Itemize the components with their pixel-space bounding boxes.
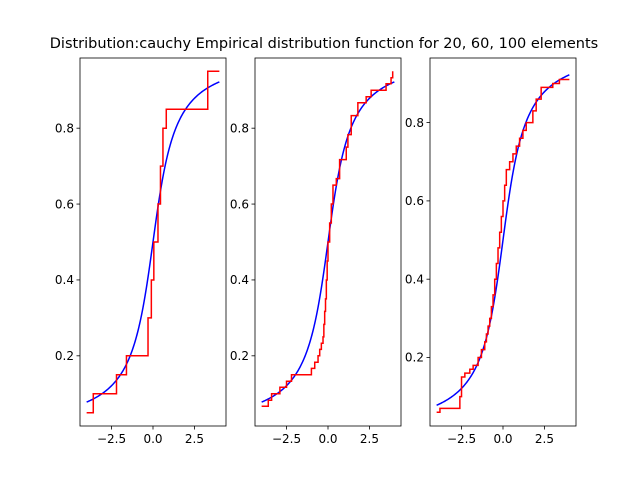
y-tick-label: 0.2	[405, 351, 424, 365]
y-tick-label: 0.2	[230, 349, 249, 363]
y-tick-label: 0.6	[230, 197, 249, 211]
y-tick-label: 0.8	[55, 121, 74, 135]
x-tick-label: −2.5	[272, 432, 301, 446]
plot-area	[436, 74, 570, 414]
subplot-1: −2.5 0.0 2.5 0.2 0.4 0.6 0.8	[55, 57, 227, 446]
y-tick-label: 0.8	[405, 116, 424, 130]
x-tick-label: 2.5	[360, 432, 379, 446]
x-tick-label: 0.0	[318, 432, 337, 446]
y-tick-label: 0.4	[55, 273, 74, 287]
empirical-cdf-line	[261, 71, 394, 408]
y-tick-label: 0.4	[230, 273, 249, 287]
y-tick-label: 0.4	[405, 272, 424, 286]
x-tick-label: 0.0	[493, 432, 512, 446]
x-tick-label: 0.0	[143, 432, 162, 446]
cauchy-cdf-line	[436, 74, 570, 406]
x-tick-label: −2.5	[447, 432, 476, 446]
cauchy-cdf-line	[86, 81, 220, 403]
subplot-3: −2.5 0.0 2.5 0.2 0.4 0.6 0.8	[405, 57, 577, 446]
y-tick-label: 0.8	[230, 121, 249, 135]
subplots: −2.5 0.0 2.5 0.2 0.4 0.6 0.8 −2.5 0.0 2.5 0.2 0.4 0.…	[55, 57, 577, 446]
x-tick-label: 2.5	[185, 432, 204, 446]
subplot-2: −2.5 0.0 2.5 0.2 0.4 0.6 0.8	[230, 57, 402, 446]
x-tick-label: −2.5	[97, 432, 126, 446]
plot-area	[261, 71, 395, 408]
x-tick-label: 2.5	[535, 432, 554, 446]
y-tick-label: 0.6	[405, 194, 424, 208]
empirical-cdf-line	[436, 78, 570, 414]
y-tick-label: 0.6	[55, 197, 74, 211]
plot-area	[86, 70, 220, 414]
figure-title: Distribution:cauchy Empirical distributi…	[50, 36, 598, 52]
empirical-cdf-line	[86, 70, 220, 414]
y-tick-label: 0.2	[55, 349, 74, 363]
